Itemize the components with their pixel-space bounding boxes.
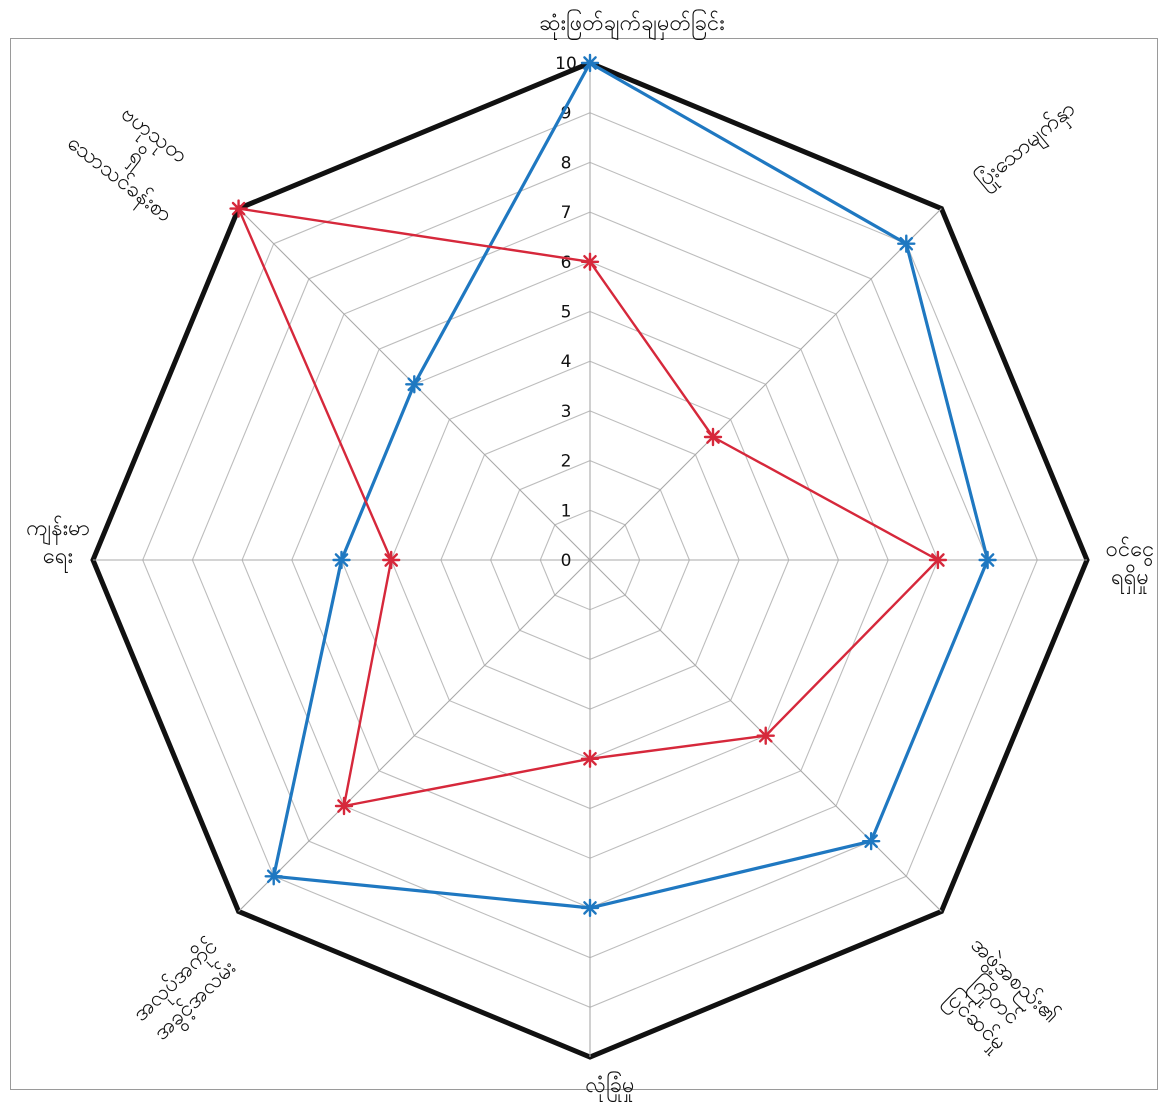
- radar-category-line: ဆုံးဖြတ်ချက်ချမှတ်ခြင်း: [539, 9, 725, 41]
- radar-data-point: [580, 898, 600, 918]
- radar-data-point: [405, 375, 424, 394]
- radar-data-point: [580, 252, 600, 271]
- radar-series-line: [237, 207, 940, 808]
- radar-category-label: ကျန်းမာရေး: [26, 515, 90, 573]
- radar-tick-label: 2: [561, 452, 572, 472]
- radar-category-label: အလုပ်အကိုင်အခွင့်အလမ်း: [128, 933, 246, 1050]
- radar-data-point: [580, 749, 600, 768]
- radar-series-1: [264, 53, 997, 918]
- radar-category-label: လုံခြုံမှု: [585, 1071, 634, 1102]
- radar-tick-label: 5: [561, 303, 572, 323]
- radar-category-line: ပြုံးသောမျက်နှာ: [970, 95, 1083, 197]
- radar-data-point: [928, 550, 948, 570]
- radar-data-point: [861, 831, 881, 851]
- radar-tick-labels: 0 1 2 3 4 5 6 7 8 9 10: [555, 54, 577, 571]
- radar-tick-label: 3: [561, 402, 572, 422]
- radar-category-label: ပြုံးသောမျက်နှာ: [970, 95, 1083, 197]
- radar-data-point: [334, 796, 354, 816]
- radar-data-point: [229, 199, 248, 218]
- radar-spoke: [589, 208, 942, 561]
- radar-grid: [90, 60, 1090, 1060]
- radar-tick-label: 6: [561, 253, 572, 273]
- radar-category-label: ဆုံးဖြတ်ချက်ချမှတ်ခြင်း: [539, 9, 725, 41]
- radar-category-label: ဗဟုသုတရှိသောသင်ခန်းစာ: [60, 86, 211, 230]
- radar-category-label: ဝင်ငွေရရှိမှု: [1106, 536, 1155, 595]
- chart-frame: [10, 38, 1158, 1090]
- radar-data-point: [382, 550, 401, 570]
- radar-category-line: ရရှိမှု: [1111, 564, 1149, 595]
- radar-data-point: [703, 427, 723, 447]
- radar-data-point: [756, 726, 775, 745]
- radar-tick-label: 9: [561, 104, 572, 124]
- radar-category-line: ကျန်းမာ: [26, 515, 90, 545]
- radar-category-label: အဖွဲ့အစည်း၏ကြိုတင်ပြင်ဆင်မှု: [924, 932, 1064, 1072]
- radar-data-point: [264, 867, 283, 886]
- radar-data-point: [580, 53, 600, 73]
- radar-category-line: ဝင်ငွေ: [1106, 536, 1155, 567]
- radar-data-point: [897, 234, 916, 253]
- radar-category-line: ရေး: [43, 544, 73, 573]
- radar-tick-label: 4: [561, 352, 572, 372]
- radar-tick-label: 1: [561, 501, 572, 521]
- radar-category-line: လုံခြုံမှု: [585, 1071, 634, 1102]
- radar-tick-label: 7: [561, 203, 572, 223]
- radar-series-2: [229, 199, 948, 816]
- radar-spoke: [238, 559, 591, 912]
- radar-series-line: [272, 61, 990, 910]
- radar-tick-label: 0: [561, 551, 572, 571]
- radar-data-point: [332, 550, 351, 570]
- radar-tick-label: 8: [561, 153, 572, 173]
- radar-data-point: [978, 550, 997, 570]
- radar-tick-label: 10: [555, 54, 577, 74]
